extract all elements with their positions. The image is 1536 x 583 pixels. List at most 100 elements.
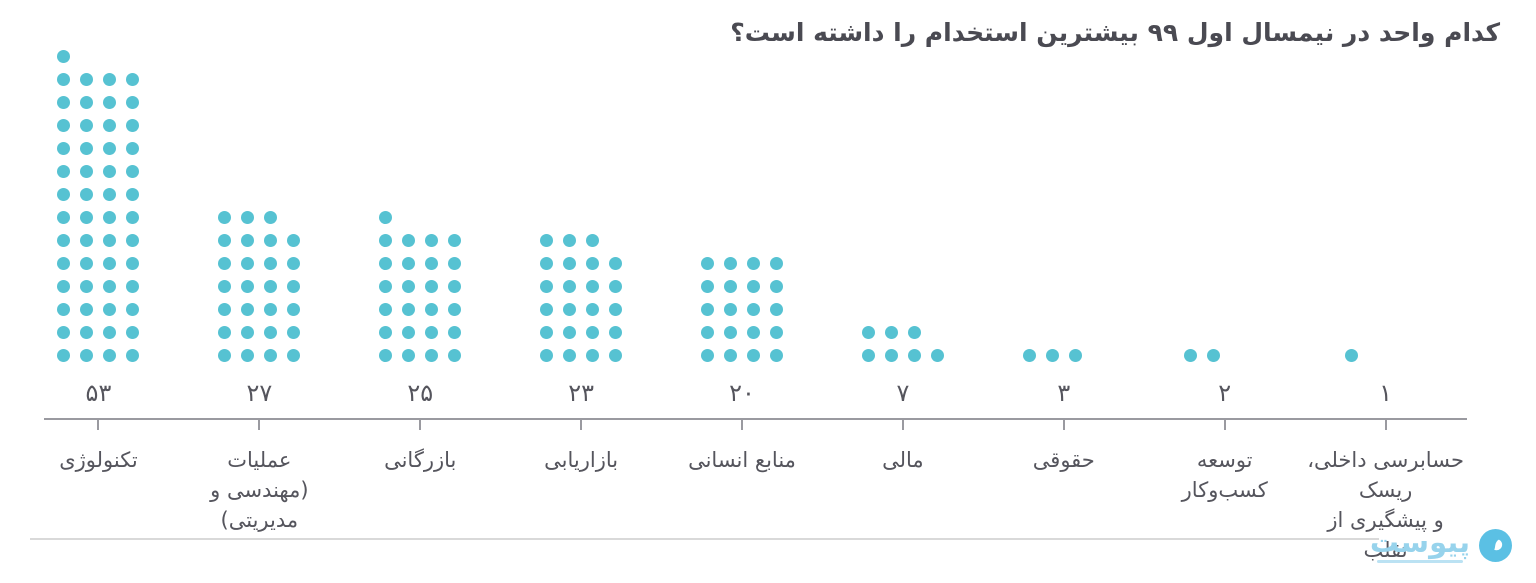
dot <box>126 257 140 270</box>
dot-grid <box>379 40 462 362</box>
dot <box>103 280 117 293</box>
dot <box>80 142 94 155</box>
dot <box>448 303 462 316</box>
dot <box>218 349 232 362</box>
value-label: ۱ <box>1379 379 1393 407</box>
dot <box>80 211 94 224</box>
category-column: ۷ مالی <box>822 40 983 565</box>
dot-row <box>701 303 783 316</box>
dot <box>701 303 714 316</box>
dot <box>264 326 278 339</box>
category-column: ۲۰ منابع انسانی <box>662 40 823 565</box>
dot <box>126 211 140 224</box>
peyvast-logo: پیوست <box>1370 527 1512 563</box>
dot <box>747 326 760 339</box>
dot <box>701 349 714 362</box>
dot <box>402 303 416 316</box>
dot <box>379 257 393 270</box>
dot <box>241 211 255 224</box>
peyvast-logo-icon <box>1479 528 1512 562</box>
dot <box>80 280 94 293</box>
dot <box>402 280 416 293</box>
dot <box>724 303 737 316</box>
dot-row <box>379 326 462 339</box>
dot-row <box>701 349 783 362</box>
dot <box>126 234 140 247</box>
dot <box>609 280 623 293</box>
dot <box>103 96 117 109</box>
dot <box>218 326 232 339</box>
dot <box>586 349 600 362</box>
dot-row <box>57 96 140 109</box>
dot <box>80 165 94 178</box>
dot-row <box>57 280 140 293</box>
dot-row <box>57 326 140 339</box>
dot-row <box>57 50 139 63</box>
dot <box>425 234 439 247</box>
dot-row <box>218 211 300 224</box>
dot-row <box>701 326 783 339</box>
dot <box>287 303 301 316</box>
dot-row <box>379 211 461 224</box>
dot <box>930 349 944 362</box>
dot-row <box>379 234 462 247</box>
dot <box>379 326 393 339</box>
dot-row <box>701 257 783 270</box>
dot-grid-rows <box>1022 349 1105 362</box>
category-label: حقوقی <box>1032 448 1095 472</box>
dot <box>884 349 898 362</box>
dot-grid-rows <box>218 211 301 362</box>
dot-row <box>1022 349 1105 362</box>
category-column: ۲ توسعه کسب‌وکار <box>1144 40 1305 565</box>
dot-row <box>540 234 622 247</box>
dot <box>747 280 760 293</box>
dot-row <box>57 119 140 132</box>
dot-row <box>57 234 140 247</box>
dot <box>609 303 623 316</box>
dot <box>80 234 94 247</box>
dot <box>218 257 232 270</box>
footer-divider <box>30 538 1379 540</box>
dot <box>425 280 439 293</box>
dot <box>241 280 255 293</box>
dot <box>126 280 140 293</box>
dot <box>241 326 255 339</box>
dot-row <box>861 326 944 339</box>
dot <box>586 303 600 316</box>
dot <box>103 142 117 155</box>
dot <box>57 234 71 247</box>
dot <box>540 349 554 362</box>
dot <box>402 349 416 362</box>
axis-tick <box>97 418 100 430</box>
dot <box>80 326 94 339</box>
dot-row <box>57 349 140 362</box>
dot-grid <box>861 40 944 362</box>
dot-row <box>540 303 623 316</box>
dot <box>103 303 117 316</box>
dot-row <box>57 211 140 224</box>
dot <box>379 211 393 224</box>
dot-row <box>218 326 301 339</box>
dot-grid-rows <box>1344 349 1427 362</box>
dot <box>770 303 783 316</box>
category-column: ۵۳ تکنولوژی <box>18 40 179 565</box>
dot-row <box>57 188 140 201</box>
dot <box>701 280 714 293</box>
dot-row <box>540 326 623 339</box>
axis-tick <box>1062 418 1065 430</box>
axis-tick <box>1223 418 1226 430</box>
dot <box>57 119 71 132</box>
dot-grid-rows <box>701 257 783 362</box>
category-label: بازرگانی <box>384 448 457 472</box>
dot <box>287 326 301 339</box>
dot <box>586 234 600 247</box>
dot <box>747 303 760 316</box>
dot <box>218 280 232 293</box>
dot <box>770 280 783 293</box>
dot <box>126 349 140 362</box>
logo-text: پیوست <box>1369 525 1470 559</box>
dot-grid-rows <box>1183 349 1266 362</box>
dot <box>1068 349 1082 362</box>
dot <box>540 280 554 293</box>
